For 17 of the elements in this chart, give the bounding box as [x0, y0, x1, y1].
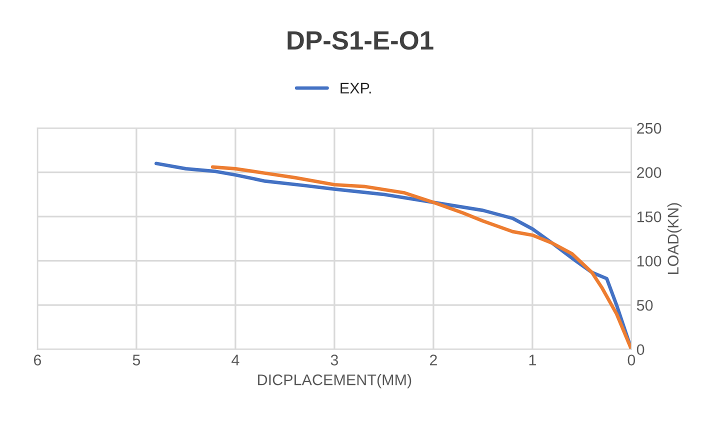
chart-title: DP-S1-E-O1: [288, 31, 434, 50]
y-tick-label: 150: [637, 211, 662, 222]
y-axis-title: LOAD(KN): [667, 203, 682, 274]
x-axis-title: DICPLACEMENT(MM): [258, 374, 412, 388]
y-tick-label: 200: [637, 167, 662, 178]
x-tick-label: 3: [330, 354, 338, 366]
x-tick-label: 1: [529, 354, 536, 366]
x-tick-label: 5: [132, 354, 140, 366]
y-tick-label: 0: [636, 344, 644, 356]
x-tick-label: 6: [34, 354, 42, 366]
legend-label: EXP.: [340, 82, 371, 94]
y-tick-label: 50: [636, 300, 653, 311]
y-tick-label: 100: [637, 256, 662, 267]
x-tick-label: 2: [430, 354, 437, 366]
x-tick-label: 0: [628, 354, 636, 366]
y-tick-label: 250: [637, 122, 662, 134]
x-tick-label: 4: [232, 354, 240, 366]
